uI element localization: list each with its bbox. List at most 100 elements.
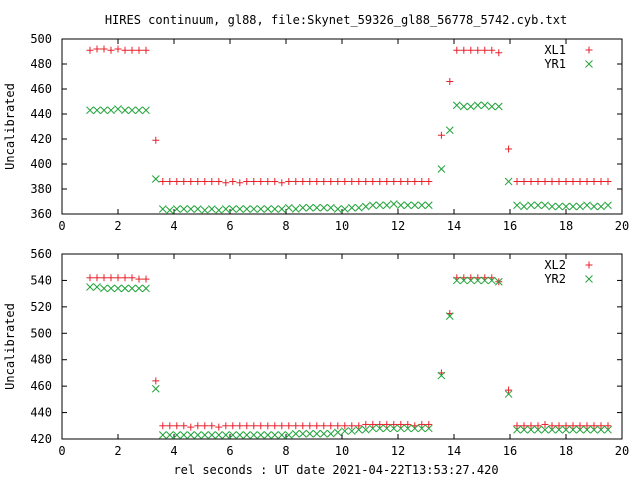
data-point [376, 420, 384, 428]
data-point [107, 106, 115, 115]
data-point [114, 284, 122, 293]
data-point [180, 178, 188, 185]
x-axis-label: rel seconds : UT date 2021-04-22T13:53:2… [173, 463, 498, 477]
data-point [100, 274, 108, 282]
data-point [505, 386, 513, 394]
data-point [326, 429, 335, 438]
legend-marker [585, 261, 593, 269]
y-axis-label: Uncalibrated [3, 303, 17, 390]
data-point [541, 201, 549, 210]
data-point [597, 178, 605, 185]
data-point [354, 425, 363, 434]
data-point [187, 423, 195, 431]
data-point [200, 206, 209, 215]
data-point [135, 106, 143, 115]
data-point [114, 105, 122, 113]
data-point [277, 431, 286, 439]
data-point [473, 101, 482, 110]
y-tick-label: 560 [30, 247, 52, 261]
data-point [319, 203, 328, 212]
plot-frame [61, 38, 623, 215]
y-tick-label: 500 [30, 32, 52, 46]
data-point [590, 422, 598, 430]
data-point [284, 431, 293, 439]
data-point [128, 46, 136, 54]
data-point [291, 429, 300, 438]
data-point [128, 274, 136, 282]
data-point [520, 202, 528, 211]
data-point [305, 203, 314, 212]
data-point [229, 178, 237, 185]
data-point [166, 422, 174, 430]
data-point [235, 205, 244, 213]
data-point [504, 177, 513, 186]
data-point [396, 201, 405, 210]
x-tick-label: 4 [170, 444, 177, 458]
data-point [152, 377, 160, 385]
x-tick-label: 18 [559, 219, 573, 233]
data-point [305, 429, 314, 438]
data-point [334, 178, 342, 185]
data-point [417, 201, 426, 210]
data-point [135, 275, 143, 283]
data-point [541, 178, 549, 185]
data-point [235, 431, 244, 439]
data-point [222, 422, 230, 430]
data-point [513, 201, 521, 210]
y-tick-label: 540 [30, 273, 52, 287]
x-tick-label: 0 [58, 219, 65, 233]
x-tick-label: 4 [170, 219, 177, 233]
data-point [460, 46, 468, 54]
data-point [242, 205, 251, 213]
data-point [481, 46, 489, 54]
x-tick-label: 2 [114, 219, 121, 233]
data-point [513, 178, 521, 185]
data-point [369, 178, 377, 185]
data-point [242, 431, 251, 439]
data-point [201, 178, 209, 185]
data-point [221, 205, 230, 213]
data-point [172, 431, 181, 439]
data-point [107, 284, 115, 293]
data-point [222, 179, 230, 187]
data-point [466, 276, 475, 285]
legend-label: YR2 [544, 272, 566, 286]
legend-label: YR1 [544, 57, 566, 71]
legend-label: XL1 [544, 43, 566, 57]
data-point [121, 284, 129, 293]
x-tick-label: 8 [282, 219, 289, 233]
data-point [285, 422, 293, 430]
data-point [320, 422, 328, 430]
data-point [151, 175, 160, 183]
data-point [243, 178, 251, 185]
data-point [424, 201, 433, 210]
data-point [114, 274, 122, 282]
x-tick-label: 6 [226, 444, 233, 458]
data-point [142, 275, 150, 283]
data-point [382, 424, 391, 433]
y-tick-label: 520 [30, 300, 52, 314]
data-point [348, 422, 356, 430]
data-point [404, 420, 412, 428]
data-point [107, 46, 115, 54]
data-point [340, 427, 349, 435]
x-tick-label: 0 [58, 444, 65, 458]
data-point [369, 420, 377, 428]
data-point [382, 201, 391, 210]
data-point [562, 422, 570, 430]
y-tick-label: 420 [30, 432, 52, 446]
data-point [208, 178, 216, 185]
data-point [228, 431, 237, 439]
data-point [200, 431, 209, 439]
data-point [173, 422, 181, 430]
data-point [562, 178, 570, 185]
data-point [520, 425, 528, 434]
x-tick-label: 16 [503, 444, 517, 458]
data-point [263, 205, 272, 213]
data-point [583, 201, 591, 210]
data-point [494, 102, 503, 111]
data-point [562, 425, 570, 434]
data-point [207, 205, 216, 213]
data-point [165, 206, 174, 215]
data-point [361, 425, 370, 434]
